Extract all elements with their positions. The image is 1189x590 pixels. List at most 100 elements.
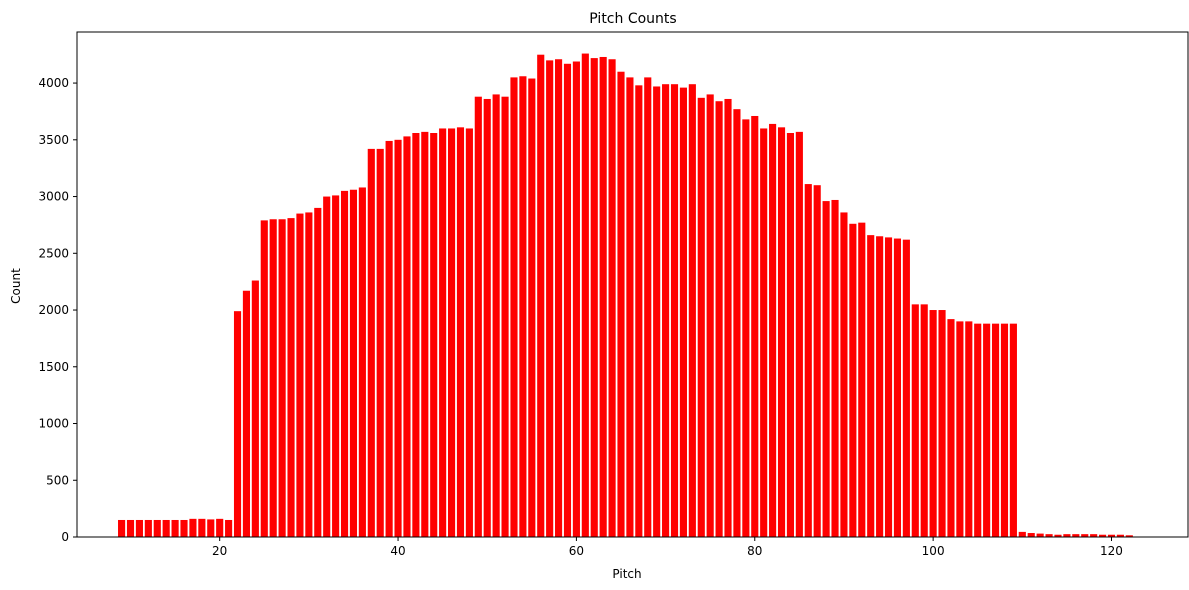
bar-pitch-57 bbox=[546, 60, 554, 538]
bar-pitch-30 bbox=[305, 212, 313, 537]
bar-pitch-93 bbox=[867, 235, 875, 537]
bar-pitch-117 bbox=[1081, 534, 1089, 537]
bar-pitch-23 bbox=[242, 290, 251, 537]
x-axis-label: Pitch bbox=[612, 567, 641, 581]
plot-frame bbox=[76, 31, 1189, 538]
bar-pitch-81 bbox=[760, 128, 768, 537]
bar-pitch-69 bbox=[653, 86, 661, 537]
bar-pitch-14 bbox=[162, 519, 170, 537]
bar-pitch-47 bbox=[456, 127, 465, 537]
bar-pitch-20 bbox=[216, 518, 224, 537]
bar-pitch-79 bbox=[742, 119, 750, 537]
bar-pitch-25 bbox=[260, 220, 268, 537]
bar-pitch-63 bbox=[599, 56, 607, 537]
x-tick-label: 40 bbox=[390, 544, 405, 558]
bar-pitch-38 bbox=[376, 148, 384, 537]
x-tick-label: 100 bbox=[922, 544, 945, 558]
bar-pitch-84 bbox=[786, 133, 795, 537]
bar-pitch-88 bbox=[822, 201, 830, 537]
bar-pitch-76 bbox=[715, 101, 723, 537]
y-tick-label: 2500 bbox=[38, 246, 69, 260]
bar-pitch-115 bbox=[1063, 534, 1071, 537]
bar-pitch-10 bbox=[126, 519, 135, 537]
y-tick-label: 0 bbox=[61, 530, 69, 544]
bar-pitch-107 bbox=[991, 323, 1000, 537]
bar-pitch-74 bbox=[697, 97, 705, 537]
bar-pitch-116 bbox=[1072, 534, 1080, 537]
bar-pitch-114 bbox=[1054, 534, 1062, 537]
bar-pitch-75 bbox=[706, 94, 714, 538]
bar-pitch-70 bbox=[662, 84, 670, 537]
bar-pitch-43 bbox=[421, 131, 429, 537]
bar-pitch-105 bbox=[974, 323, 982, 537]
bar-pitch-34 bbox=[340, 190, 349, 537]
bar-pitch-122 bbox=[1125, 535, 1133, 537]
bar-pitch-101 bbox=[938, 310, 946, 537]
bar-pitch-29 bbox=[296, 213, 304, 537]
chart-title: Pitch Counts bbox=[589, 11, 676, 27]
y-tick-label: 1500 bbox=[38, 360, 69, 374]
bar-pitch-64 bbox=[608, 59, 616, 538]
bar-pitch-31 bbox=[314, 207, 322, 537]
bar-pitch-28 bbox=[287, 218, 295, 538]
x-tick-label: 60 bbox=[569, 544, 584, 558]
bar-pitch-118 bbox=[1090, 534, 1098, 537]
bar-pitch-85 bbox=[795, 131, 803, 537]
bar-pitch-91 bbox=[849, 223, 857, 538]
bar-pitch-37 bbox=[367, 148, 375, 537]
bar-pitch-53 bbox=[510, 77, 518, 537]
bar-pitch-111 bbox=[1027, 533, 1035, 537]
bar-pitch-99 bbox=[920, 304, 928, 537]
bar-pitch-16 bbox=[180, 519, 188, 537]
bar-pitch-52 bbox=[501, 96, 509, 537]
bar-pitch-109 bbox=[1009, 323, 1017, 537]
bar-pitch-121 bbox=[1116, 534, 1124, 537]
y-tick-label: 4000 bbox=[38, 76, 69, 90]
bar-pitch-15 bbox=[171, 519, 179, 537]
x-axis: 20 40 60 80 100 120 bbox=[212, 537, 1123, 558]
bar-pitch-65 bbox=[617, 71, 625, 537]
y-tick-label: 500 bbox=[46, 473, 69, 487]
bar-pitch-120 bbox=[1107, 534, 1116, 537]
bar-pitch-41 bbox=[403, 136, 411, 537]
bar-pitch-17 bbox=[189, 518, 197, 537]
bar-pitch-21 bbox=[225, 519, 233, 537]
bar-pitch-62 bbox=[590, 58, 598, 537]
bar-pitch-77 bbox=[724, 98, 732, 538]
bar-pitch-49 bbox=[474, 96, 482, 537]
bar-pitch-58 bbox=[555, 59, 563, 538]
bar-pitch-68 bbox=[644, 77, 652, 537]
bar-pitch-22 bbox=[233, 311, 242, 537]
x-tick-label: 80 bbox=[747, 544, 762, 558]
bar-pitch-66 bbox=[626, 77, 634, 537]
bar-pitch-119 bbox=[1099, 534, 1107, 537]
bars-group bbox=[118, 53, 1133, 538]
bar-pitch-97 bbox=[902, 239, 910, 538]
bar-pitch-9 bbox=[118, 519, 126, 537]
bar-pitch-39 bbox=[385, 140, 393, 537]
bar-pitch-19 bbox=[207, 519, 215, 537]
bar-pitch-110 bbox=[1018, 531, 1026, 537]
bar-pitch-40 bbox=[394, 139, 402, 537]
bar-pitch-13 bbox=[153, 519, 161, 537]
y-tick-label: 3500 bbox=[38, 133, 69, 147]
bar-pitch-98 bbox=[911, 304, 919, 537]
bar-pitch-59 bbox=[563, 63, 572, 537]
bar-pitch-12 bbox=[144, 519, 152, 537]
bar-pitch-82 bbox=[769, 123, 777, 538]
bar-pitch-80 bbox=[751, 115, 759, 537]
bar-pitch-54 bbox=[519, 76, 527, 537]
y-tick-label: 2000 bbox=[38, 303, 69, 317]
bar-pitch-113 bbox=[1045, 534, 1053, 537]
y-axis: 0 500 1000 1500 2000 2500 3000 3500 4000 bbox=[38, 76, 77, 544]
bar-pitch-48 bbox=[465, 128, 473, 537]
bar-pitch-73 bbox=[688, 84, 696, 537]
y-tick-label: 3000 bbox=[38, 190, 69, 204]
bar-pitch-83 bbox=[777, 127, 786, 537]
bar-pitch-61 bbox=[581, 53, 589, 538]
bar-pitch-108 bbox=[1000, 323, 1009, 537]
bar-pitch-86 bbox=[804, 184, 812, 537]
bar-pitch-92 bbox=[858, 222, 866, 537]
bar-pitch-78 bbox=[733, 109, 741, 538]
bar-pitch-106 bbox=[983, 323, 991, 537]
